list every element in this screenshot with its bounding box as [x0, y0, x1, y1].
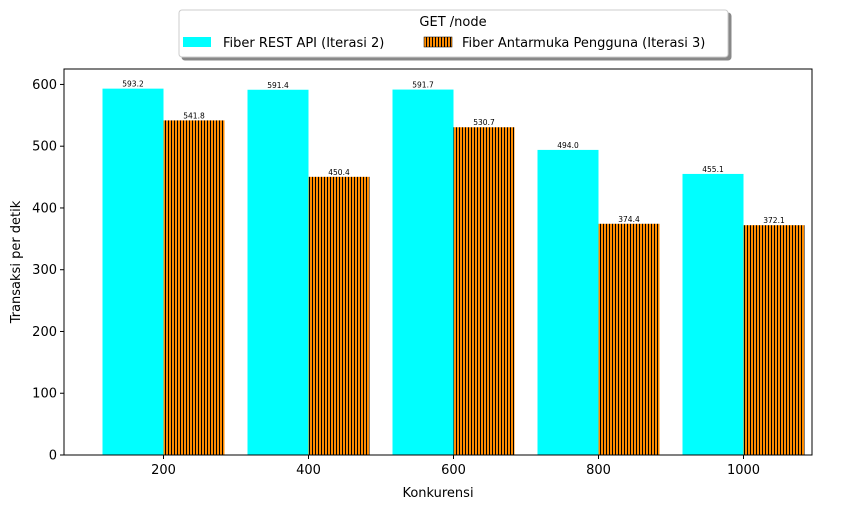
x-tick-label: 800: [586, 463, 611, 478]
x-tick-label: 400: [296, 463, 321, 478]
data-labels-layer: 593.2 541.8 591.4 450.4 591.7 530.7 494.0 374.4…: [122, 80, 785, 226]
bar-fiber-antarmuka-600: [453, 127, 515, 455]
legend-label-fiber-rest-api: Fiber REST API (Iterasi 2): [223, 36, 384, 51]
y-tick-label: 300: [32, 263, 57, 278]
y-axis-label: Transaksi per detik: [9, 200, 24, 324]
y-axis: 0 100 200 300 400 500 600: [32, 78, 64, 464]
data-label: 541.8: [183, 111, 205, 120]
y-tick-label: 600: [32, 78, 57, 93]
data-label: 450.4: [328, 168, 350, 177]
bar-fiber-rest-api-200: [102, 88, 164, 455]
data-label: 593.2: [122, 80, 144, 89]
data-label: 372.1: [763, 216, 785, 225]
bar-fiber-antarmuka-800: [598, 223, 660, 455]
data-label: 530.7: [473, 118, 495, 127]
legend: GET /node Fiber REST API (Iterasi 2) Fib…: [178, 9, 729, 58]
data-label: 455.1: [702, 165, 724, 174]
y-tick-label: 200: [32, 325, 57, 340]
data-label: 591.7: [412, 81, 434, 90]
bar-fiber-rest-api-600: [392, 89, 454, 456]
y-tick-label: 0: [49, 449, 57, 464]
x-tick-label: 200: [151, 463, 176, 478]
legend-box: [178, 9, 729, 58]
legend-swatch-fiber-antarmuka: [423, 36, 453, 48]
y-tick-label: 100: [32, 387, 57, 402]
bar-fiber-rest-api-400: [247, 89, 309, 456]
y-tick-label: 400: [32, 201, 57, 216]
bars-layer: [102, 88, 805, 456]
data-label: 591.4: [267, 81, 289, 90]
bar-fiber-rest-api-800: [537, 149, 599, 456]
legend-swatch-fiber-rest-api: [183, 37, 211, 47]
bar-fiber-rest-api-1000: [682, 173, 744, 455]
plot-area-frame: [63, 68, 813, 456]
data-label: 494.0: [557, 141, 579, 150]
x-axis-label: Konkurensi: [402, 486, 473, 501]
y-tick-label: 500: [32, 140, 57, 155]
bar-fiber-antarmuka-400: [308, 176, 370, 456]
data-label: 374.4: [618, 215, 640, 224]
bar-fiber-antarmuka-200: [163, 120, 225, 455]
legend-title: GET /node: [419, 15, 486, 30]
x-axis: 200 400 600 800 1000: [151, 455, 760, 478]
x-tick-label: 600: [441, 463, 466, 478]
bar-fiber-antarmuka-1000: [743, 225, 805, 455]
x-tick-label: 1000: [727, 463, 760, 478]
legend-label-fiber-antarmuka: Fiber Antarmuka Pengguna (Iterasi 3): [462, 36, 705, 51]
